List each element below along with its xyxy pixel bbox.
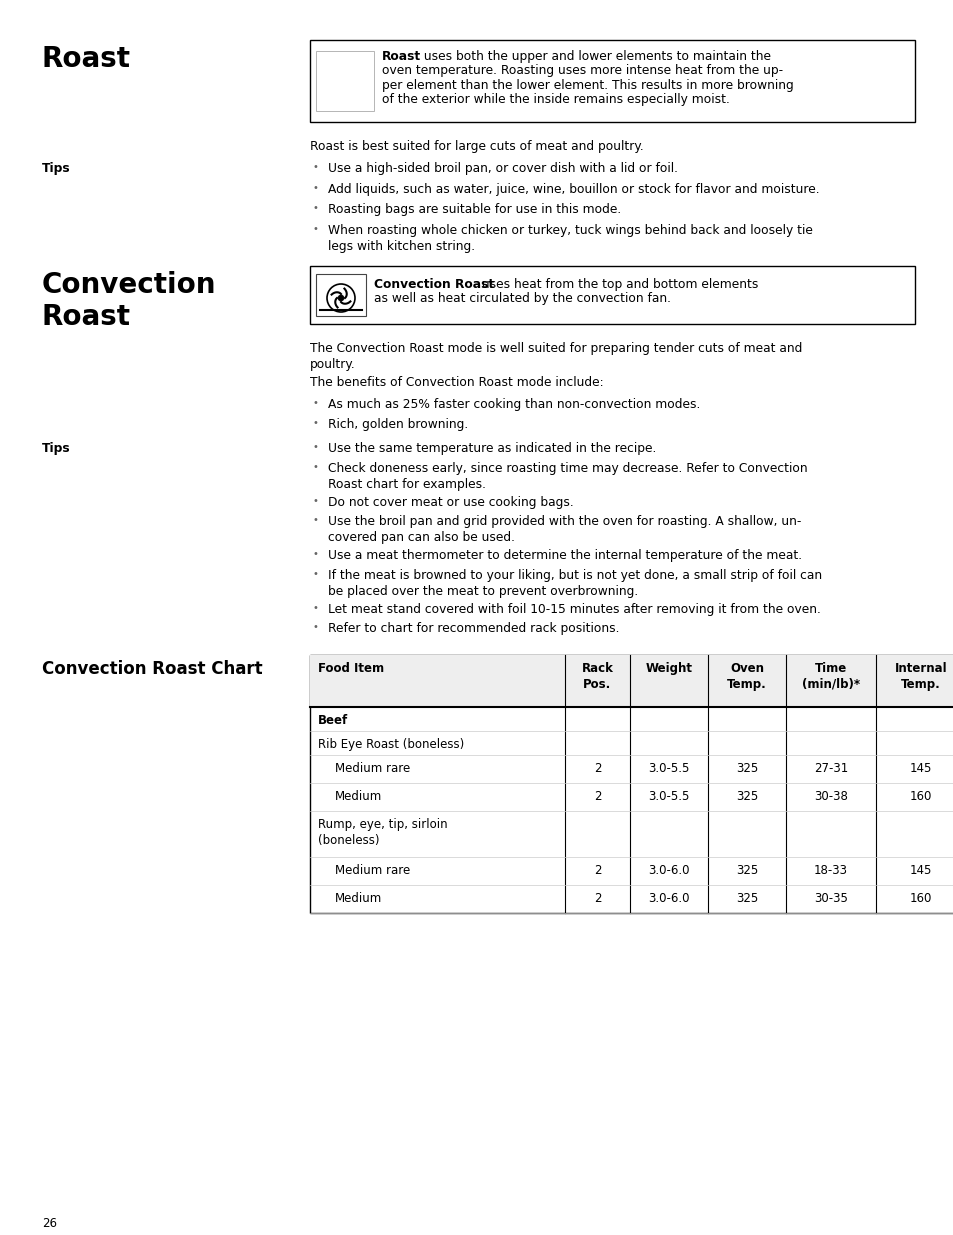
Text: •: • [312, 442, 317, 452]
Text: Roast is best suited for large cuts of meat and poultry.: Roast is best suited for large cuts of m… [310, 140, 643, 153]
Text: Rib Eye Roast (boneless): Rib Eye Roast (boneless) [317, 739, 464, 751]
Text: Roast: Roast [42, 303, 131, 331]
Text: 18-33: 18-33 [813, 864, 847, 877]
Bar [315, 51, 374, 111]
Text: Medium: Medium [335, 790, 382, 803]
Text: 30-38: 30-38 [813, 790, 847, 803]
Text: Check doneness early, since roasting time may decrease. Refer to Convection
Roas: Check doneness early, since roasting tim… [328, 462, 807, 492]
Text: Use the same temperature as indicated in the recipe.: Use the same temperature as indicated in… [328, 442, 656, 456]
Text: uses both the upper and lower elements to maintain the: uses both the upper and lower elements t… [420, 49, 771, 63]
Text: Medium: Medium [335, 892, 382, 905]
Text: Food Item: Food Item [317, 662, 384, 676]
Text: 325: 325 [735, 892, 758, 905]
Text: The benefits of Convection Roast mode include:: The benefits of Convection Roast mode in… [310, 375, 603, 389]
Text: As much as 25% faster cooking than non-convection modes.: As much as 25% faster cooking than non-c… [328, 399, 700, 411]
Text: •: • [312, 163, 317, 173]
Text: 145: 145 [909, 864, 931, 877]
Text: 325: 325 [735, 790, 758, 803]
Text: •: • [312, 399, 317, 409]
Text: Convection Roast: Convection Roast [374, 278, 494, 291]
Text: Roast: Roast [381, 49, 420, 63]
Text: Oven
Temp.: Oven Temp. [726, 662, 766, 692]
Text: 3.0-6.0: 3.0-6.0 [648, 892, 689, 905]
Text: Let meat stand covered with foil 10-15 minutes after removing it from the oven.: Let meat stand covered with foil 10-15 m… [328, 603, 820, 616]
Text: 2: 2 [593, 790, 600, 803]
Text: 160: 160 [909, 892, 931, 905]
Circle shape [337, 295, 344, 301]
Text: oven temperature. Roasting uses more intense heat from the up-: oven temperature. Roasting uses more int… [381, 64, 782, 78]
Bar [310, 40, 914, 122]
Text: 145: 145 [909, 762, 931, 776]
Text: Roasting bags are suitable for use in this mode.: Roasting bags are suitable for use in th… [328, 204, 620, 216]
Text: •: • [312, 417, 317, 429]
Text: Use the broil pan and grid provided with the oven for roasting. A shallow, un-
c: Use the broil pan and grid provided with… [328, 515, 801, 545]
Text: •: • [312, 550, 317, 559]
Text: Medium rare: Medium rare [335, 762, 410, 776]
Text: Time
(min/lb)*: Time (min/lb)* [801, 662, 860, 692]
Text: •: • [312, 204, 317, 214]
Text: Refer to chart for recommended rack positions.: Refer to chart for recommended rack posi… [328, 622, 618, 636]
Text: When roasting whole chicken or turkey, tuck wings behind back and loosely tie
le: When roasting whole chicken or turkey, t… [328, 224, 812, 253]
Text: Rump, eye, tip, sirloin
(boneless): Rump, eye, tip, sirloin (boneless) [317, 818, 447, 847]
Text: Convection: Convection [42, 270, 216, 299]
Text: 30-35: 30-35 [813, 892, 847, 905]
Text: 325: 325 [735, 762, 758, 776]
Text: Add liquids, such as water, juice, wine, bouillon or stock for flavor and moistu: Add liquids, such as water, juice, wine,… [328, 183, 819, 196]
Bar [310, 266, 914, 324]
Text: •: • [312, 622, 317, 632]
Text: Weight: Weight [645, 662, 692, 676]
Bar [310, 655, 953, 913]
Text: 2: 2 [593, 892, 600, 905]
Text: •: • [312, 183, 317, 193]
Text: 2: 2 [593, 762, 600, 776]
Text: 160: 160 [909, 790, 931, 803]
Text: Medium rare: Medium rare [335, 864, 410, 877]
Text: Do not cover meat or use cooking bags.: Do not cover meat or use cooking bags. [328, 496, 573, 509]
Text: 27-31: 27-31 [813, 762, 847, 776]
Bar [310, 655, 953, 706]
Text: Internal
Temp.: Internal Temp. [894, 662, 946, 692]
Text: •: • [312, 515, 317, 526]
Text: 3.0-6.0: 3.0-6.0 [648, 864, 689, 877]
Text: Use a high-sided broil pan, or cover dish with a lid or foil.: Use a high-sided broil pan, or cover dis… [328, 163, 678, 175]
Text: •: • [312, 603, 317, 613]
Text: 2: 2 [593, 864, 600, 877]
Text: •: • [312, 569, 317, 579]
Text: Rich, golden browning.: Rich, golden browning. [328, 417, 468, 431]
Bar [315, 274, 366, 316]
Text: •: • [312, 496, 317, 506]
Text: 325: 325 [735, 864, 758, 877]
Text: 3.0-5.5: 3.0-5.5 [648, 790, 689, 803]
Text: If the meat is browned to your liking, but is not yet done, a small strip of foi: If the meat is browned to your liking, b… [328, 569, 821, 598]
Text: of the exterior while the inside remains especially moist.: of the exterior while the inside remains… [381, 94, 729, 106]
Text: per element than the lower element. This results in more browning: per element than the lower element. This… [381, 79, 793, 91]
Text: The Convection Roast mode is well suited for preparing tender cuts of meat and
p: The Convection Roast mode is well suited… [310, 342, 801, 370]
Text: as well as heat circulated by the convection fan.: as well as heat circulated by the convec… [374, 293, 670, 305]
Text: Roast: Roast [42, 44, 131, 73]
Text: •: • [312, 462, 317, 472]
Text: Rack
Pos.: Rack Pos. [581, 662, 613, 692]
Text: uses heat from the top and bottom elements: uses heat from the top and bottom elemen… [478, 278, 758, 291]
Text: 26: 26 [42, 1216, 57, 1230]
Text: Convection Roast Chart: Convection Roast Chart [42, 659, 262, 678]
Text: Beef: Beef [317, 714, 348, 727]
Text: 3.0-5.5: 3.0-5.5 [648, 762, 689, 776]
Text: Use a meat thermometer to determine the internal temperature of the meat.: Use a meat thermometer to determine the … [328, 550, 801, 562]
Text: Tips: Tips [42, 442, 71, 456]
Text: •: • [312, 224, 317, 233]
Text: Tips: Tips [42, 163, 71, 175]
